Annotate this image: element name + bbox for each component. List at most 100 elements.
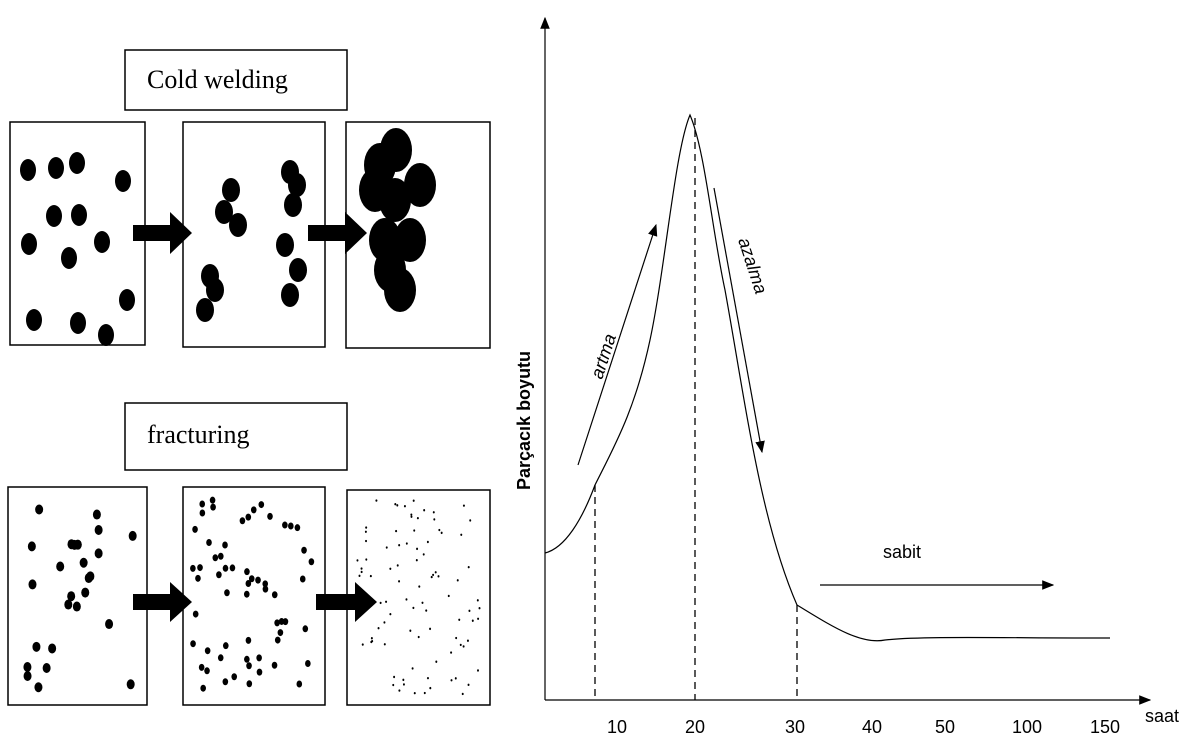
particle [282, 521, 288, 529]
process-arrow [308, 212, 367, 254]
particle [296, 680, 303, 688]
particle [294, 524, 301, 532]
particle [267, 512, 273, 520]
particle [20, 159, 36, 181]
particle [476, 669, 479, 672]
particle [409, 629, 412, 632]
particle [364, 530, 367, 534]
particle [437, 575, 440, 578]
particle [71, 204, 87, 226]
particle [277, 629, 284, 637]
particle [258, 501, 265, 509]
particle [224, 589, 230, 597]
particle [405, 542, 408, 545]
particle [477, 617, 480, 620]
arrows [133, 212, 377, 622]
particle [276, 233, 294, 257]
particle [458, 618, 461, 621]
particle [301, 546, 307, 554]
particle [64, 599, 73, 610]
particle [69, 152, 85, 174]
particle [433, 518, 436, 521]
particle [284, 193, 302, 217]
particle [361, 643, 364, 646]
particle [56, 561, 65, 572]
particle [27, 541, 36, 552]
particle [385, 600, 388, 603]
process-arrow [133, 582, 192, 622]
particle [200, 684, 206, 692]
decrease-arrow [713, 187, 765, 454]
particle [438, 528, 441, 532]
x-tick-label: 10 [607, 717, 627, 737]
particle [94, 231, 110, 253]
particle [217, 654, 224, 662]
particle [274, 619, 280, 627]
particle [385, 546, 388, 549]
particle [392, 683, 395, 687]
x-tick-label: 100 [1012, 717, 1042, 737]
particle [246, 662, 252, 670]
particle [410, 513, 413, 516]
particle [244, 655, 250, 663]
particle [476, 599, 479, 602]
particle [389, 567, 392, 570]
particle [255, 576, 261, 584]
particle [115, 170, 131, 192]
particle [199, 509, 206, 517]
x-tick-label: 20 [685, 717, 705, 737]
particle [198, 663, 205, 671]
particle [199, 500, 206, 508]
particle [222, 178, 240, 202]
particle [299, 575, 306, 583]
particle [271, 591, 278, 599]
particle [426, 676, 429, 680]
particle [212, 554, 219, 562]
particle [416, 516, 419, 520]
particle [21, 233, 37, 255]
particle [360, 567, 363, 570]
particle [429, 686, 432, 690]
x-axis-label: saat [1145, 706, 1179, 726]
constant-label: sabit [883, 542, 921, 562]
particle [79, 557, 88, 568]
particle [305, 659, 311, 667]
particle [245, 636, 252, 644]
particle [450, 651, 453, 654]
panel [182, 486, 326, 706]
particle [454, 677, 457, 680]
particle [429, 627, 432, 631]
particle [447, 594, 450, 598]
particle [23, 670, 32, 681]
particle [413, 529, 416, 532]
particle [222, 564, 229, 572]
particle [206, 278, 224, 302]
particle [34, 682, 43, 693]
particle [256, 668, 263, 676]
particle [398, 543, 401, 547]
particle [412, 499, 415, 502]
particle [379, 601, 382, 605]
particle [94, 525, 103, 536]
particle [365, 526, 368, 529]
particle [435, 660, 438, 663]
particle [308, 558, 315, 566]
particle [288, 522, 294, 530]
particle [377, 627, 380, 630]
particle [402, 683, 405, 686]
particle [403, 505, 406, 508]
particle [462, 645, 465, 648]
particle [196, 298, 214, 322]
particle [239, 517, 246, 525]
particle [229, 564, 236, 572]
particle [274, 636, 281, 644]
particle [217, 552, 224, 560]
particle [281, 283, 299, 307]
particle [356, 559, 359, 562]
particle [369, 574, 372, 578]
particle [432, 511, 435, 514]
particle [206, 539, 212, 547]
particle [421, 601, 424, 605]
process-arrow [133, 212, 192, 254]
